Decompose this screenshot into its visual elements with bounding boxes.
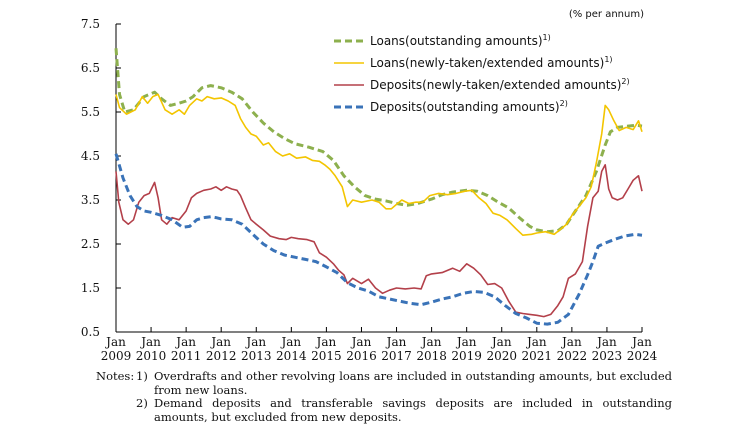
x-tick-month: Jan xyxy=(490,335,512,349)
note-2: 2) Demand deposits and transferable savi… xyxy=(96,396,672,424)
legend: Loans(outstanding amounts)1) Loans(newly-… xyxy=(334,33,630,114)
legend-note-2: 1) xyxy=(604,55,612,64)
x-tick-year: 2012 xyxy=(206,349,237,363)
chart-notes: Notes: 1) Overdrafts and other revolving… xyxy=(96,369,672,424)
x-tick-month: Jan xyxy=(420,335,442,349)
notes-label: Notes: xyxy=(96,369,135,383)
unit-label: (% per annum) xyxy=(569,9,644,20)
x-tick-year: 2024 xyxy=(627,349,658,363)
x-tick-year: 2017 xyxy=(381,349,412,363)
y-axis: 7.5 6.5 5.5 4.5 3.5 2.5 1.5 0.5 xyxy=(81,17,121,339)
x-tick-year: 2009 xyxy=(101,349,132,363)
x-tick-month: Jan xyxy=(104,335,126,349)
note-2-number: 2) xyxy=(136,396,148,410)
series-line-2 xyxy=(115,93,643,236)
legend-label-2: Loans(newly-taken/extended amounts)1) xyxy=(370,55,613,70)
legend-note-3: 2) xyxy=(621,77,629,86)
x-tick-year: 2015 xyxy=(311,349,342,363)
series-line-1 xyxy=(114,48,643,234)
x-tick-year: 2013 xyxy=(241,349,272,363)
y-tick-label: 5.5 xyxy=(81,105,100,119)
y-tick-label: 6.5 xyxy=(81,61,100,75)
legend-label-4: Deposits(outstanding amounts)2) xyxy=(370,99,568,114)
note-1-text: Overdrafts and other revolving loans are… xyxy=(154,369,672,397)
x-tick-year: 2011 xyxy=(171,349,202,363)
y-tick-label: 7.5 xyxy=(81,17,100,31)
x-tick-year: 2023 xyxy=(592,349,623,363)
series-group xyxy=(114,48,643,326)
x-tick-month: Jan xyxy=(174,335,196,349)
x-tick-month: Jan xyxy=(595,335,617,349)
x-tick-year: 2018 xyxy=(416,349,447,363)
legend-note-1: 1) xyxy=(543,33,551,42)
x-tick-month: Jan xyxy=(385,335,407,349)
x-tick-year: 2021 xyxy=(522,349,553,363)
legend-label-3: Deposits(newly-taken/extended amounts)2) xyxy=(370,77,630,92)
legend-label-1: Loans(outstanding amounts)1) xyxy=(370,33,551,48)
x-axis: Jan2009Jan2010Jan2011Jan2012Jan2013Jan20… xyxy=(101,327,658,363)
note-2-text: Demand deposits and transferable savings… xyxy=(154,396,672,424)
x-tick-year: 2019 xyxy=(451,349,482,363)
note-1-number: 1) xyxy=(136,369,148,383)
x-tick-month: Jan xyxy=(525,335,547,349)
x-tick-year: 2010 xyxy=(136,349,167,363)
series-line-4 xyxy=(114,153,643,326)
x-tick-month: Jan xyxy=(315,335,337,349)
x-tick-year: 2020 xyxy=(486,349,517,363)
x-tick-month: Jan xyxy=(350,335,372,349)
y-tick-label: 4.5 xyxy=(81,149,100,163)
line-chart: (% per annum) 7.5 6.5 5.5 4.5 3.5 2.5 1.5 0.5 J… xyxy=(81,9,658,363)
legend-note-4: 2) xyxy=(560,99,568,108)
x-tick-month: Jan xyxy=(560,335,582,349)
series-line-3 xyxy=(115,164,643,318)
x-tick-year: 2016 xyxy=(346,349,377,363)
x-tick-month: Jan xyxy=(209,335,231,349)
y-tick-label: 3.5 xyxy=(81,193,100,207)
x-tick-year: 2022 xyxy=(557,349,588,363)
x-tick-year: 2014 xyxy=(276,349,307,363)
y-tick-label: 1.5 xyxy=(81,281,100,295)
note-1: Notes: 1) Overdrafts and other revolving… xyxy=(96,369,672,397)
x-tick-month: Jan xyxy=(630,335,652,349)
x-tick-month: Jan xyxy=(139,335,161,349)
x-tick-month: Jan xyxy=(244,335,266,349)
x-tick-month: Jan xyxy=(455,335,477,349)
y-tick-label: 0.5 xyxy=(81,325,100,339)
y-tick-label: 2.5 xyxy=(81,237,100,251)
x-tick-month: Jan xyxy=(279,335,301,349)
